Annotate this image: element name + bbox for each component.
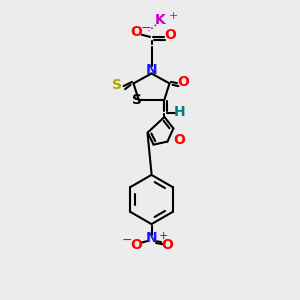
Text: N: N [146,63,157,76]
Text: O: O [130,26,142,39]
Text: O: O [173,133,185,147]
Text: +: + [168,11,178,21]
Text: O: O [178,75,190,88]
Text: −: − [141,22,152,35]
Text: O: O [164,28,176,42]
Text: H: H [174,106,186,119]
Text: S: S [112,78,122,92]
Text: O: O [161,238,173,252]
Text: +: + [159,231,168,241]
Text: N: N [146,232,157,245]
Text: S: S [132,93,142,106]
Text: O: O [130,238,142,252]
Text: K: K [155,13,166,26]
Text: −: − [122,234,132,247]
